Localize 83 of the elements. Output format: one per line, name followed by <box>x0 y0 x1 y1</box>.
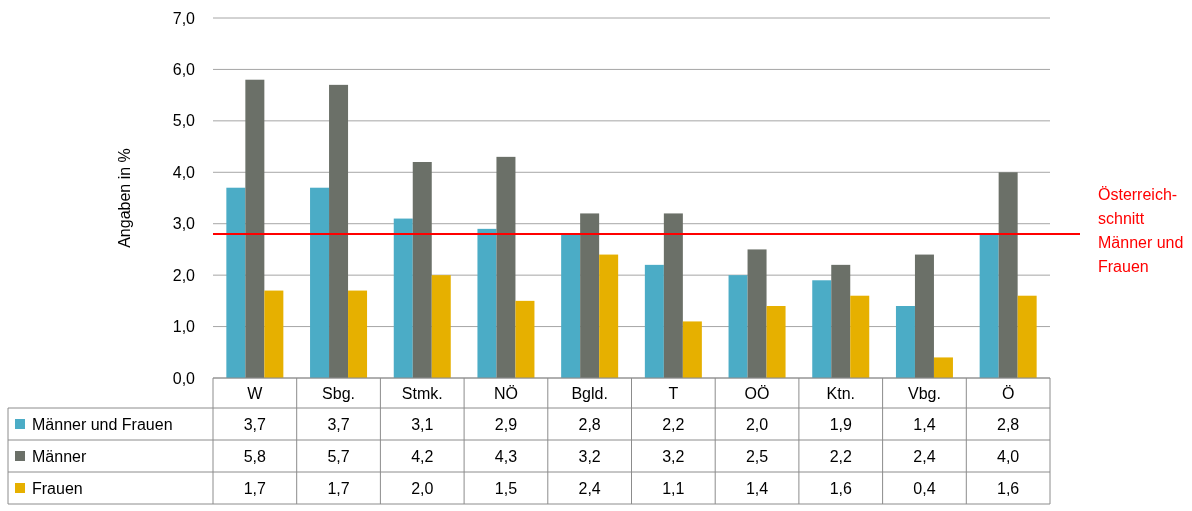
legend-label: Männer und Frauen <box>32 415 173 433</box>
bar <box>663 213 683 378</box>
data-label: 2,8 <box>997 415 1020 433</box>
data-label: 3,7 <box>243 415 267 433</box>
data-label: 1,7 <box>243 479 267 497</box>
data-label: 5,7 <box>327 447 350 465</box>
data-label: 3,2 <box>578 447 601 465</box>
bar <box>933 357 953 378</box>
x-tick-label: Ö <box>1001 384 1015 402</box>
data-label: 2,0 <box>411 479 434 497</box>
data-label: 2,0 <box>745 415 769 433</box>
x-tick-label: Bgld. <box>571 384 608 402</box>
y-axis-title: Angaben in % <box>116 148 133 248</box>
x-tick-label: Sbg. <box>322 384 356 402</box>
data-label: 2,9 <box>494 415 518 433</box>
data-label: 1,9 <box>829 415 852 433</box>
data-label: 3,7 <box>327 415 350 433</box>
bar <box>850 295 870 378</box>
x-tick-label: Ktn. <box>826 384 855 402</box>
y-tick-label: 1,0 <box>172 318 196 336</box>
bar <box>329 84 349 378</box>
x-tick-label: T <box>668 384 679 402</box>
y-tick-label: 7,0 <box>172 9 196 27</box>
x-tick-label: Stmk. <box>401 384 443 402</box>
data-label: 5,8 <box>243 447 267 465</box>
bar <box>226 187 246 378</box>
bar <box>914 254 934 378</box>
bar <box>831 264 851 378</box>
data-label: 2,4 <box>913 447 936 465</box>
bar <box>412 162 432 378</box>
bar <box>766 306 786 378</box>
bar <box>264 290 284 378</box>
data-label: 3,1 <box>411 415 434 433</box>
x-tick-label: Vbg. <box>907 384 941 402</box>
data-label: 3,2 <box>662 447 685 465</box>
bar <box>979 234 999 378</box>
bar <box>682 321 702 378</box>
bar <box>245 79 265 378</box>
x-tick-label: W <box>247 384 264 402</box>
data-label: 2,5 <box>745 447 769 465</box>
bar <box>1017 295 1037 378</box>
legend-label: Frauen <box>32 479 83 497</box>
data-label: 0,4 <box>913 479 936 497</box>
data-label: 1,5 <box>494 479 518 497</box>
y-tick-label: 5,0 <box>172 112 196 130</box>
x-tick-label: NÖ <box>493 384 518 402</box>
data-label: 2,2 <box>662 415 685 433</box>
ref-line-label: Österreich- schnitt Männer und Frauen <box>1098 186 1184 275</box>
y-tick-label: 2,0 <box>172 266 196 284</box>
bar <box>895 306 915 378</box>
bar <box>644 264 664 378</box>
bar <box>477 228 497 378</box>
data-label: 1,7 <box>327 479 350 497</box>
data-label: 2,8 <box>578 415 601 433</box>
bar <box>348 290 368 378</box>
data-label: 1,6 <box>997 479 1020 497</box>
x-tick-label: OÖ <box>744 384 770 402</box>
bar <box>515 300 535 378</box>
bar <box>998 172 1018 378</box>
bar <box>393 218 413 378</box>
y-tick-label: 6,0 <box>172 61 196 79</box>
data-label: 2,4 <box>578 479 601 497</box>
data-label: 4,3 <box>494 447 518 465</box>
data-label: 4,2 <box>411 447 434 465</box>
bar <box>728 275 748 378</box>
bar <box>310 187 330 378</box>
bar <box>431 275 451 378</box>
data-label: 1,1 <box>662 479 685 497</box>
data-label: 2,2 <box>829 447 852 465</box>
data-label: 1,6 <box>829 479 852 497</box>
bar <box>580 213 600 378</box>
bar <box>812 280 832 378</box>
legend-label: Männer <box>32 447 87 465</box>
y-tick-label: 3,0 <box>172 215 196 233</box>
y-tick-label: 0,0 <box>172 369 196 387</box>
bar <box>747 249 767 378</box>
bar <box>496 156 516 378</box>
y-tick-label: 4,0 <box>172 163 196 181</box>
data-label: 1,4 <box>913 415 936 433</box>
data-label: 4,0 <box>997 447 1020 465</box>
bar <box>599 254 619 378</box>
bar <box>561 234 581 378</box>
data-label: 1,4 <box>745 479 769 497</box>
